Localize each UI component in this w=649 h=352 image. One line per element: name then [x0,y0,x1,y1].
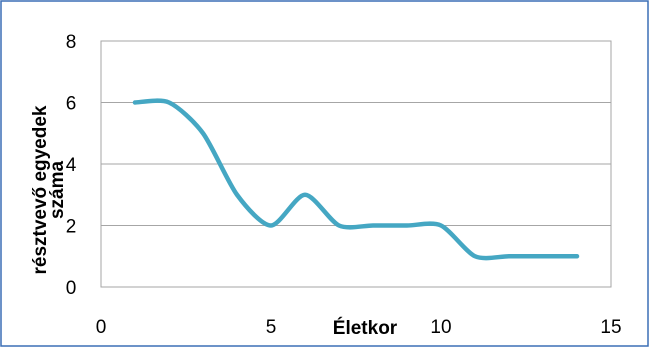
data-point-0-2 [201,131,205,135]
series-line-0 [132,98,580,261]
y-axis-label-line-1: résztvevő egyedek [30,105,51,274]
data-point-0-9 [439,223,443,227]
x-tick-label-10: 10 [430,317,451,338]
data-point-0-1 [167,100,171,104]
y-axis-label: résztvevő egyedek száma [30,105,68,274]
x-axis-ticks: 0 5 10 15 [96,317,622,338]
y-axis-label-line-2: száma [47,161,68,220]
y-tick-label-4: 4 [66,155,77,176]
data-point-0-11 [507,254,511,258]
data-point-0-4 [269,223,273,227]
plot-area-border [100,40,612,288]
data-point-0-0 [133,100,137,104]
x-tick-label-0: 0 [96,317,107,338]
data-point-0-13 [575,254,579,258]
series-layer [132,98,580,261]
data-point-0-7 [371,223,375,227]
data-point-0-10 [473,254,477,258]
y-tick-label-6: 6 [66,94,77,115]
y-tick-label-8: 8 [66,32,77,53]
data-point-0-8 [405,223,409,227]
data-point-0-12 [541,254,545,258]
data-point-0-5 [303,193,307,197]
x-tick-label-5: 5 [266,317,277,338]
x-tick-label-15: 15 [600,317,621,338]
x-axis-label: Életkor [333,317,398,339]
y-axis-ticks: 0 2 4 6 8 [66,32,77,299]
data-point-0-3 [235,193,239,197]
data-point-0-6 [337,223,341,227]
y-tick-label-2: 2 [66,217,77,238]
y-tick-label-0: 0 [66,278,77,299]
